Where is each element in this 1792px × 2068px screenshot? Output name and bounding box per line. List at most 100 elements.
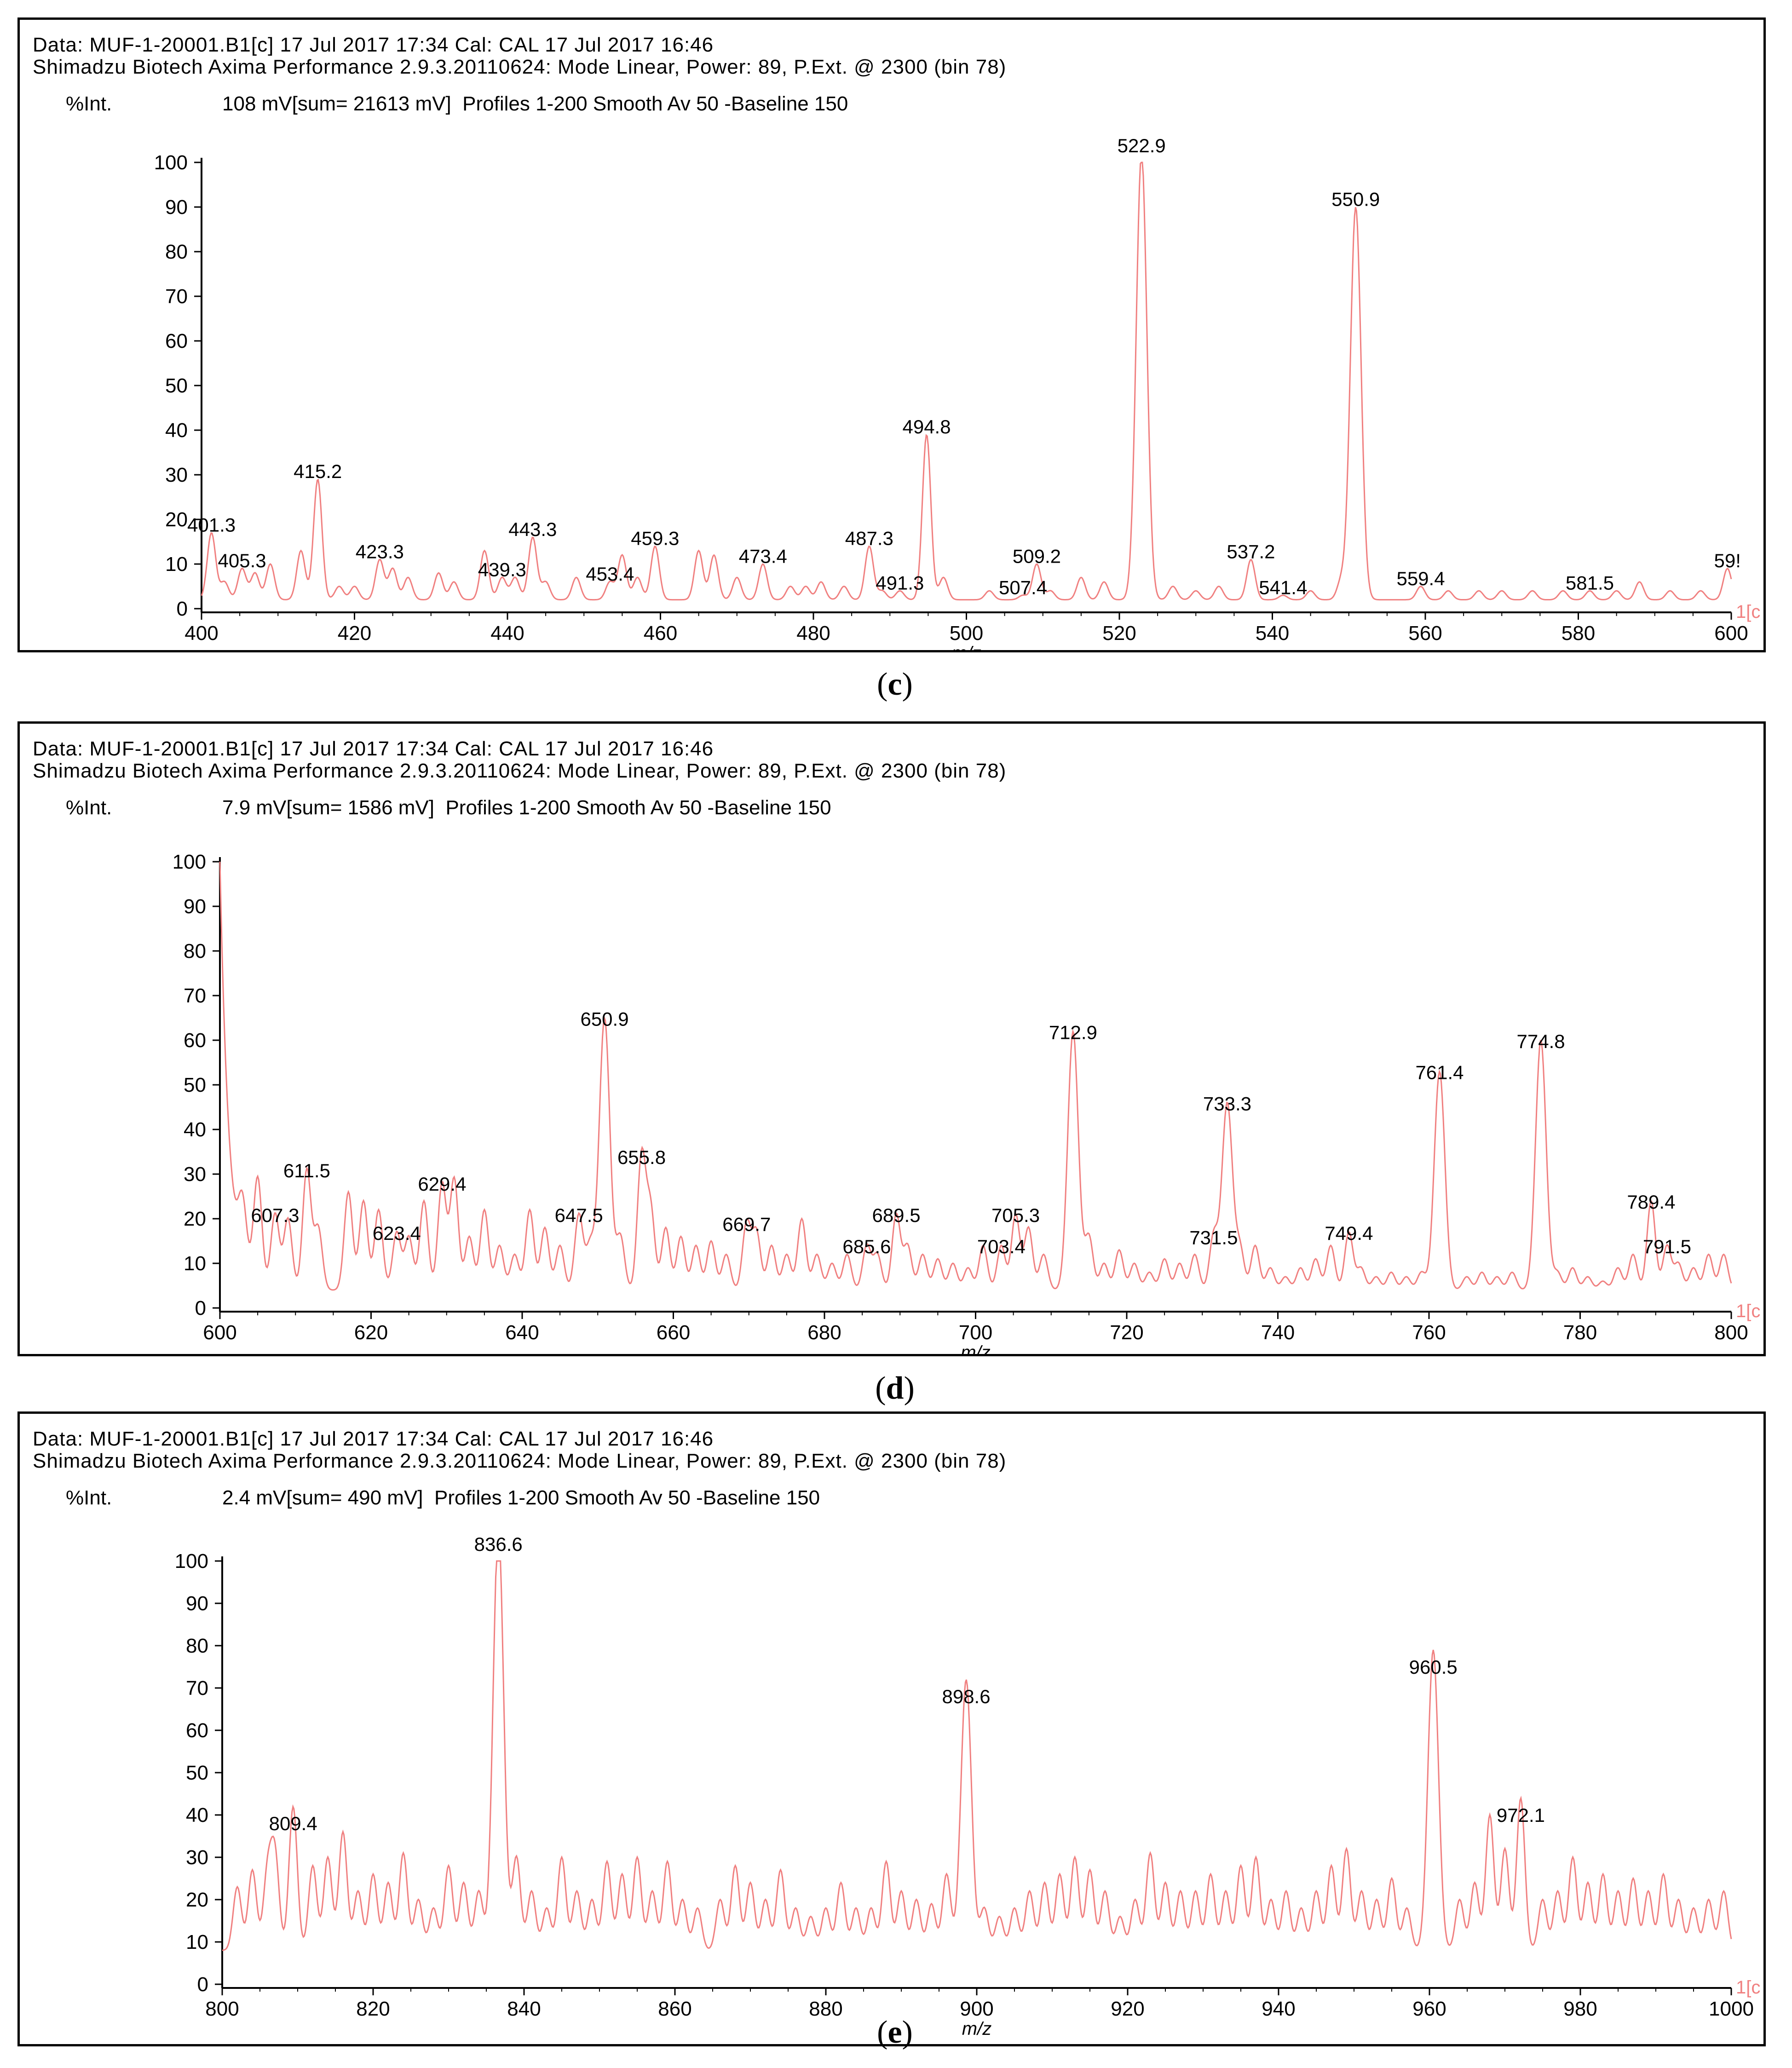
instrument-header-line: Shimadzu Biotech Axima Performance 2.9.3… (33, 56, 1007, 78)
spectrum-panel-c: Data: MUF-1-20001.B1[c] 17 Jul 2017 17:3… (17, 17, 1766, 652)
x-tick-label: 740 (1261, 1321, 1295, 1344)
instrument-header-line: Shimadzu Biotech Axima Performance 2.9.3… (33, 760, 1007, 782)
x-tick-label: 860 (658, 1998, 691, 2020)
mass-spectrum-plot: 0 10 20 30 40 50 60 70 80 90 100 400 420 440 460 480 500… (154, 135, 1761, 650)
y-tick-label: 90 (184, 895, 206, 918)
peak-label: 789.4 (1627, 1191, 1675, 1213)
peak-label: 439.3 (478, 559, 526, 581)
peak-label: 550.9 (1331, 188, 1380, 210)
y-tick-label: 80 (184, 940, 206, 962)
panel-caption: (c) (877, 667, 913, 702)
peak-label: 689.5 (872, 1204, 920, 1226)
x-tick-label: 460 (644, 622, 677, 645)
panel-caption: (e) (877, 2015, 913, 2050)
peak-label: 459.3 (631, 528, 679, 549)
x-tick-label: 640 (505, 1321, 539, 1344)
peak-label: 655.8 (617, 1146, 666, 1168)
trace-edge-label: 1[c (1736, 1977, 1760, 1998)
x-tick-label: 660 (657, 1321, 690, 1344)
peak-label: 972.1 (1497, 1804, 1545, 1826)
peak-label: 705.3 (991, 1204, 1040, 1226)
peak-label: 453.4 (586, 563, 634, 585)
y-tick-label: 80 (186, 1635, 208, 1657)
y-tick-label: 10 (186, 1931, 208, 1953)
y-tick-label: 30 (186, 1846, 208, 1869)
peak-label: 522.9 (1118, 135, 1166, 156)
y-tick-label: 60 (184, 1029, 206, 1052)
x-tick-label: 520 (1102, 622, 1136, 645)
peak-label: 791.5 (1643, 1236, 1691, 1257)
x-tick-label: 600 (1714, 622, 1748, 645)
peak-label: 898.6 (942, 1686, 990, 1707)
peak-label: 774.8 (1517, 1031, 1565, 1052)
peak-label: 629.4 (418, 1173, 466, 1195)
x-tick-label: 1000 (1709, 1998, 1754, 2020)
x-tick-label: 580 (1562, 622, 1595, 645)
x-tick-label: 400 (184, 622, 218, 645)
x-tick-label: 880 (809, 1998, 842, 2020)
y-tick-label: 40 (186, 1804, 208, 1826)
y-tick-label: 70 (165, 285, 188, 308)
intensity-info: 7.9 mV[sum= 1586 mV] Profiles 1-200 Smoo… (222, 796, 831, 819)
peak-label: 669.7 (722, 1214, 771, 1235)
y-tick-label: 60 (186, 1719, 208, 1742)
x-tick-label: 800 (1714, 1321, 1748, 1344)
peak-label: 559.4 (1396, 568, 1445, 589)
y-tick-label: 10 (184, 1252, 206, 1275)
peak-label: 623.4 (373, 1222, 421, 1244)
peak-label: 443.3 (508, 518, 557, 540)
x-tick-label: 960 (1412, 1998, 1446, 2020)
y-tick-label: 100 (175, 1550, 208, 1573)
peak-label: 487.3 (845, 528, 893, 549)
x-tick-label: 700 (959, 1321, 992, 1344)
y-tick-label: 60 (165, 330, 188, 352)
x-tick-label: 420 (338, 622, 371, 645)
y-tick-label: 10 (165, 553, 188, 576)
peak-label: 537.2 (1227, 541, 1275, 563)
peak-label: 650.9 (580, 1008, 628, 1030)
peak-label: 494.8 (902, 416, 951, 438)
x-tick-label: 980 (1563, 1998, 1597, 2020)
peak-label: 581.5 (1566, 572, 1614, 594)
spectrum-panel-e: Data: MUF-1-20001.B1[c] 17 Jul 2017 17:3… (17, 1411, 1766, 2046)
peak-label: 703.4 (977, 1236, 1026, 1257)
x-tick-label: 940 (1262, 1998, 1295, 2020)
x-tick-label: 540 (1256, 622, 1289, 645)
spectrum-panel-d: Data: MUF-1-20001.B1[c] 17 Jul 2017 17:3… (17, 721, 1766, 1356)
peak-label: 836.6 (474, 1533, 523, 1555)
peak-label: 405.3 (218, 550, 266, 571)
peak-label: 415.2 (294, 461, 342, 482)
x-tick-label: 560 (1408, 622, 1442, 645)
x-tick-label: 840 (507, 1998, 541, 2020)
x-tick-label: 600 (203, 1321, 236, 1344)
y-tick-label: 70 (186, 1677, 208, 1699)
peak-label: 647.5 (555, 1204, 603, 1226)
peak-label: 685.6 (842, 1236, 891, 1257)
y-tick-label: 50 (165, 374, 188, 397)
peak-label: 541.4 (1259, 576, 1307, 598)
peak-label: 733.3 (1203, 1093, 1251, 1115)
x-tick-label: 480 (796, 622, 830, 645)
x-axis-label: m/z (962, 2019, 991, 2039)
x-tick-label: 760 (1412, 1321, 1446, 1344)
y-tick-label: 20 (165, 508, 188, 531)
peak-label: 509.2 (1013, 545, 1061, 567)
peak-label: 731.5 (1189, 1227, 1238, 1249)
peak-label: 809.4 (269, 1813, 317, 1834)
trace-edge-label: 1[c (1736, 602, 1760, 622)
trace-edge-label: 1[c (1736, 1301, 1760, 1321)
mass-spectrum-plot: 0 10 20 30 40 50 60 70 80 90 100 800 820 840 860 880 900… (175, 1533, 1761, 2039)
y-tick-label: 100 (173, 851, 206, 873)
y-tick-label: 90 (165, 196, 188, 219)
data-header-line: Data: MUF-1-20001.B1[c] 17 Jul 2017 17:3… (33, 737, 714, 760)
x-axis-label: m/z (951, 643, 981, 650)
peak-label: 607.3 (251, 1204, 299, 1226)
y-tick-label: 50 (184, 1074, 206, 1096)
peak-label: 960.5 (1409, 1656, 1458, 1678)
y-tick-label: 80 (165, 241, 188, 263)
y-tick-label: 40 (184, 1118, 206, 1141)
mass-spectrum-plot: 0 10 20 30 40 50 60 70 80 90 100 600 620 640 660 680 700… (173, 851, 1761, 1354)
x-tick-label: 820 (356, 1998, 390, 2020)
x-tick-label: 440 (490, 622, 524, 645)
x-tick-label: 720 (1110, 1321, 1143, 1344)
